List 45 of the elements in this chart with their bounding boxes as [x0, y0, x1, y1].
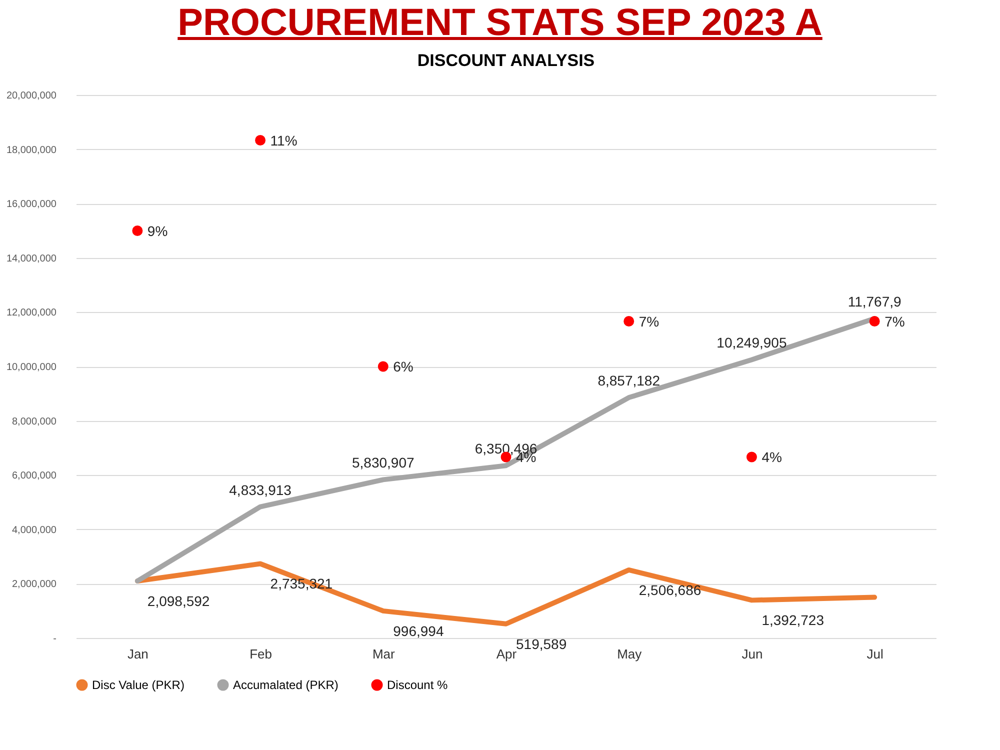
- point: [378, 361, 388, 372]
- x-tick-label: Mar: [372, 646, 396, 662]
- data-label: 5,830,907: [352, 454, 414, 471]
- chart-title: PROCUREMENT STATS SEP 2023 A: [176, 2, 824, 46]
- x-tick-label: May: [617, 646, 642, 662]
- y-tick-label: 14,000,000: [6, 253, 57, 264]
- x-tick-label: Feb: [250, 646, 272, 662]
- data-label: 4,833,913: [229, 482, 292, 498]
- x-tick-label: Jan: [127, 646, 148, 662]
- legend-label: Disc Value (PKR): [92, 678, 184, 692]
- data-label: 2,506,686: [638, 582, 702, 598]
- x-tick-label: Jun: [742, 646, 763, 662]
- data-label: 8,857,182: [598, 372, 660, 389]
- y-tick-label: 10,000,000: [6, 362, 57, 373]
- data-label: 10,249,905: [716, 334, 787, 351]
- data-label: 7%: [638, 313, 660, 330]
- point: [624, 316, 634, 326]
- y-tick-label: 6,000,000: [12, 470, 57, 482]
- data-label: 11%: [270, 132, 298, 148]
- chart-subtitle: DISCOUNT ANALYSIS: [417, 51, 595, 70]
- point: [255, 135, 266, 146]
- y-tick-label: 16,000,000: [6, 199, 57, 210]
- y-tick-label: 18,000,000: [6, 144, 57, 156]
- data-label: 1,392,723: [762, 612, 824, 628]
- point: [746, 452, 757, 462]
- data-label: 519,589: [516, 636, 567, 652]
- data-label: 2,098,592: [147, 593, 210, 610]
- y-tick-label: 20,000,000: [6, 90, 57, 102]
- data-label: 9%: [147, 222, 168, 239]
- legend-label: Discount %: [387, 678, 448, 692]
- data-label: 4%: [762, 449, 782, 465]
- point: [132, 226, 143, 236]
- data-label: 11,767,9: [848, 294, 902, 310]
- y-tick-label: 2,000,000: [12, 579, 57, 590]
- x-tick-label: Jul: [866, 646, 884, 662]
- y-tick-label: 8,000,000: [12, 416, 57, 428]
- y-tick-label: 4,000,000: [12, 524, 57, 536]
- data-label: 7%: [884, 313, 905, 330]
- data-label: 996,994: [393, 622, 444, 639]
- x-tick-label: Apr: [496, 646, 518, 662]
- y-tick-label: -: [53, 634, 56, 644]
- y-tick-label: 12,000,000: [6, 308, 57, 319]
- legend-label: Accumalated (PKR): [233, 678, 338, 692]
- data-label: 6%: [393, 358, 414, 374]
- point: [869, 316, 880, 326]
